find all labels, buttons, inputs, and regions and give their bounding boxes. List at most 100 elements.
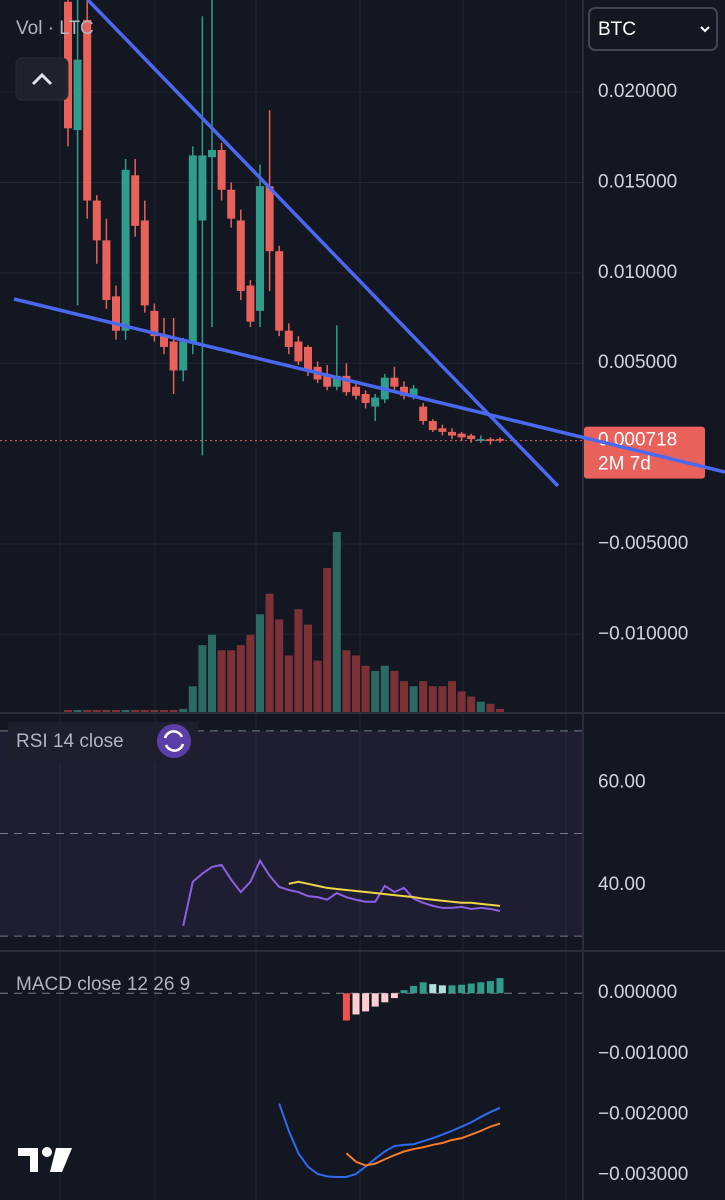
candle-body xyxy=(208,149,216,158)
currency-select[interactable]: BTC xyxy=(588,7,718,51)
candle-body xyxy=(160,336,168,347)
volume-bar xyxy=(102,709,111,712)
histogram-bar xyxy=(438,985,446,994)
rsi-band xyxy=(0,730,583,937)
line-series xyxy=(345,1122,501,1167)
volume-bar xyxy=(323,568,332,712)
candle-body xyxy=(236,220,245,291)
candle-body xyxy=(304,346,312,371)
candle-body xyxy=(131,175,140,226)
volume-bar xyxy=(361,665,370,712)
volume-bar xyxy=(188,686,197,712)
volume-bar xyxy=(313,660,322,712)
volume-bar xyxy=(236,645,245,712)
candle-body xyxy=(102,240,111,300)
volume-bar xyxy=(121,709,130,712)
volume-bar xyxy=(419,681,428,712)
candle-body xyxy=(294,341,303,362)
volume-bar xyxy=(400,681,408,712)
volume-bar xyxy=(227,650,236,712)
histogram-bar xyxy=(381,993,389,1003)
histogram-bar xyxy=(400,990,408,994)
candle-body xyxy=(150,310,159,337)
histogram-bar xyxy=(486,981,494,994)
volume-bar xyxy=(476,701,485,712)
candle-body xyxy=(476,439,485,441)
volume-bar xyxy=(467,696,476,712)
histogram-bar xyxy=(362,993,370,1012)
y-tick-label: 0.000000 xyxy=(598,982,677,1003)
plot-layer: 0.020000 0.015000 0.010000 0.005000 −0.00500… xyxy=(0,0,705,1185)
y-tick-label: 40.00 xyxy=(598,874,646,895)
volume-bar xyxy=(390,670,399,712)
volume-bar xyxy=(217,650,226,712)
candle-body xyxy=(361,393,370,403)
candle-body xyxy=(284,330,293,347)
candle-body xyxy=(265,186,274,252)
candle-body xyxy=(438,428,447,432)
histogram-bar xyxy=(467,983,475,994)
last-price-label: 0.000718 xyxy=(598,430,677,451)
volume-bar xyxy=(83,709,92,712)
volume-bar xyxy=(246,634,255,712)
line-series xyxy=(278,1103,501,1178)
candle-body xyxy=(275,251,284,331)
rsi-settings-icon[interactable] xyxy=(157,724,191,758)
volume-bar xyxy=(342,650,351,712)
candle-body xyxy=(217,149,226,190)
macd-legend: MACD close 12 26 9 xyxy=(16,974,190,995)
candle-body xyxy=(188,155,197,342)
volume-bar xyxy=(380,665,389,712)
candle-body xyxy=(428,421,437,431)
histogram-bar xyxy=(419,982,427,994)
candle-body xyxy=(256,186,264,311)
candle-body xyxy=(419,406,428,422)
line-series xyxy=(288,880,501,907)
volume-bar xyxy=(160,709,168,712)
y-tick-label: 0.015000 xyxy=(598,172,677,193)
histogram-bar xyxy=(390,993,398,999)
volume-bar xyxy=(64,709,72,712)
volume-bar xyxy=(169,709,178,712)
candle-body xyxy=(409,388,418,396)
volume-bar xyxy=(198,645,207,712)
volume-bar xyxy=(496,708,504,712)
candle-body xyxy=(92,200,101,241)
line-series xyxy=(182,858,501,927)
candle-body xyxy=(371,397,380,407)
candle-body xyxy=(448,431,456,436)
candle-body xyxy=(390,377,399,387)
y-tick-label: −0.005000 xyxy=(598,533,688,554)
candle-body xyxy=(246,285,255,322)
candle-body xyxy=(323,374,332,387)
candle-body xyxy=(400,386,408,396)
candle-body xyxy=(342,375,351,393)
histogram-bar xyxy=(477,982,485,994)
volume-bar xyxy=(275,619,284,712)
volume-bar xyxy=(409,686,418,712)
volume-bar xyxy=(92,709,101,712)
candle-body xyxy=(83,19,92,201)
collapse-button[interactable] xyxy=(15,57,69,101)
volume-bar xyxy=(428,686,437,712)
volume-bar xyxy=(284,655,293,712)
candle-body xyxy=(169,341,178,371)
volume-bar xyxy=(208,634,216,712)
volume-bar xyxy=(457,691,466,712)
volume-bar xyxy=(112,709,120,712)
volume-bar xyxy=(486,703,495,712)
volume-bar xyxy=(256,614,264,712)
volume-bar xyxy=(371,670,380,712)
histogram-bar xyxy=(496,978,504,994)
candle-body xyxy=(332,375,341,387)
logo xyxy=(18,1147,72,1172)
candle-body xyxy=(73,59,82,131)
volume-bar xyxy=(304,624,312,712)
candle-body xyxy=(227,189,236,219)
histogram-bar xyxy=(371,993,379,1007)
volume-bar xyxy=(140,709,149,712)
volume-bar xyxy=(179,708,188,712)
candle-body xyxy=(140,220,149,306)
